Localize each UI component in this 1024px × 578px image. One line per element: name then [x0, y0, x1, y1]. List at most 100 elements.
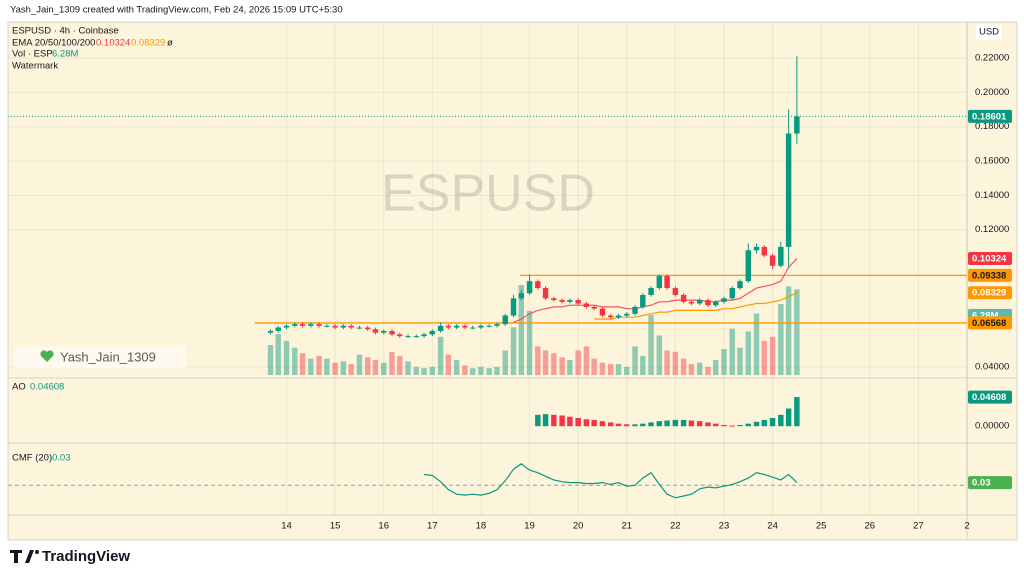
axis-tag-label: 0.08329 [972, 288, 1006, 299]
volume-bar [462, 365, 468, 375]
volume-bar [486, 368, 492, 375]
volume-bar [753, 313, 760, 375]
volume-bar [389, 351, 395, 375]
ao-bar [778, 414, 784, 427]
ao-bar [729, 425, 735, 427]
ao-bar [567, 416, 573, 427]
symbol-line: ESPUSD · 4h · Coinbase [12, 26, 119, 37]
ao-bar [535, 414, 541, 427]
x-tick-label: 25 [816, 521, 827, 532]
volume-bar [316, 355, 322, 375]
volume-bar [705, 366, 711, 375]
candle-body [275, 327, 281, 331]
candle-body [445, 325, 452, 328]
ao-bar [615, 423, 622, 427]
ao-bar [753, 421, 760, 427]
candle-body [632, 306, 638, 314]
ema-legend: EMA 20/50/100/200 [12, 38, 95, 49]
ema-line [594, 292, 798, 320]
candle-body [462, 325, 468, 328]
volume-bar [405, 361, 411, 375]
volume-bar [542, 350, 549, 375]
axis-tag [968, 268, 1012, 282]
candle-body [340, 325, 347, 328]
volume-legend-value: 6.28M [52, 49, 78, 60]
ao-bar [632, 424, 638, 427]
volume-bar [712, 360, 719, 375]
candle-body [389, 330, 395, 335]
candle-body [567, 300, 573, 302]
volume-bar [299, 353, 306, 375]
candle-body [421, 334, 427, 337]
volume-bar [469, 368, 476, 375]
volume-bar [696, 362, 703, 375]
candle-body [267, 330, 274, 333]
heart-icon [40, 350, 54, 362]
y-tick-label: 0.14000 [975, 190, 1009, 201]
volume-bar [648, 315, 654, 375]
volume-bar [356, 354, 363, 375]
candle-body [640, 294, 646, 307]
axis-tag [968, 109, 1012, 123]
candle-body [624, 313, 630, 316]
x-tick-label: 19 [524, 521, 535, 532]
ao-legend-value: 0.04608 [30, 382, 64, 393]
ao-bar [640, 423, 646, 427]
attribution: Yash_Jain_1309 created with TradingView.… [10, 5, 343, 16]
candle-body [502, 315, 508, 325]
volume-bar [664, 350, 670, 375]
candle-body [696, 300, 703, 304]
x-tick-label: 21 [621, 521, 632, 532]
volume-bar [680, 358, 687, 375]
author-badge: Yash_Jain_1309 [60, 349, 156, 364]
x-tick-label: 17 [427, 521, 438, 532]
candle-body [591, 306, 597, 309]
candle-body [729, 288, 735, 299]
ema-hidden-marker: ø [167, 38, 173, 49]
volume-bar [591, 358, 597, 375]
y-tick-label: 0.22000 [975, 53, 1009, 64]
candle-body [356, 327, 363, 329]
candle-body [372, 329, 379, 333]
candle-body [437, 325, 444, 331]
candle-body [429, 330, 436, 335]
axis-tag-label: 0.04608 [972, 392, 1006, 403]
volume-bar [778, 304, 784, 375]
volume-bar [769, 336, 776, 375]
candle-body [542, 288, 549, 299]
candle-body [510, 298, 517, 316]
volume-bar [421, 368, 427, 375]
axis-tag-label: 0.18601 [972, 111, 1007, 122]
volume-bar [381, 362, 387, 375]
volume-bar [437, 336, 444, 375]
volume-bar [535, 346, 541, 375]
candle-body [364, 327, 371, 330]
volume-bar [599, 362, 606, 375]
volume-bar [607, 364, 614, 375]
candle-body [535, 281, 541, 289]
volume-bar [551, 353, 557, 375]
ao-bar [648, 422, 654, 427]
ao-bar [591, 419, 597, 427]
axis-tag [968, 316, 1012, 330]
axis-tag-label: 0.09338 [972, 270, 1006, 281]
cmf-legend-value: 0.03 [52, 453, 71, 464]
volume-bar [672, 351, 679, 375]
candle-body [413, 336, 420, 338]
candle-body [737, 281, 743, 289]
ao-bar [551, 414, 557, 427]
candle-body [615, 315, 622, 318]
candle-body [721, 298, 727, 302]
candle-body [769, 255, 776, 266]
brand-logo-dot [35, 550, 39, 554]
candle-body [518, 293, 525, 299]
volume-bar [785, 286, 792, 375]
ao-bar [542, 414, 549, 427]
ao-bar [688, 420, 695, 427]
volume-bar [632, 346, 638, 375]
axes: 0.04000 0.12000 0.14000 0.16000 0.18000 0.200… [281, 53, 1012, 532]
cmf-line [424, 463, 798, 499]
volume-bar [624, 366, 630, 375]
x-tick-label: 16 [378, 521, 389, 532]
